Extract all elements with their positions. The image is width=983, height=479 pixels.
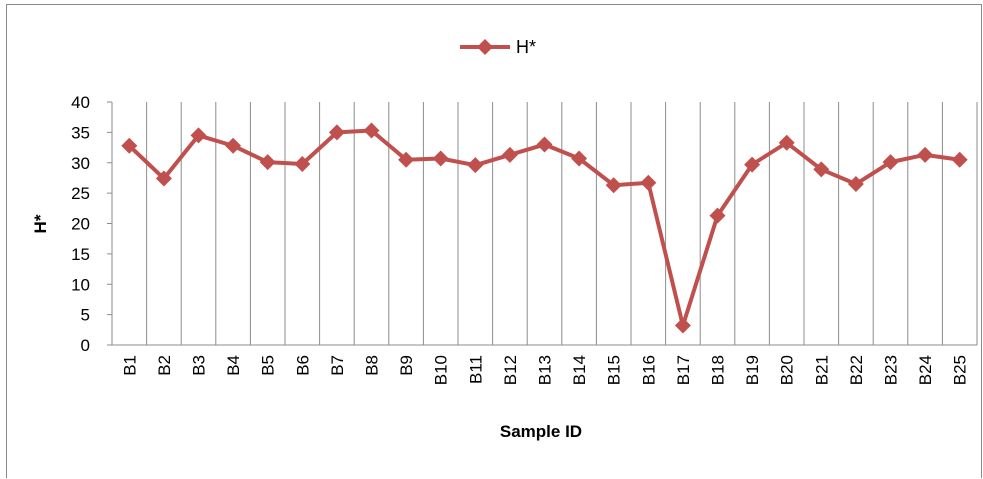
data-point-marker [363,122,380,139]
data-point-marker [951,151,968,168]
x-tick-label: B13 [536,355,555,385]
data-point-marker [917,146,934,163]
y-tick-label: 30 [71,154,90,173]
x-tick-label: B11 [466,355,485,384]
x-tick-label: B5 [259,355,278,376]
x-tick-label: B23 [882,355,901,385]
data-point-marker [744,156,761,173]
data-point-marker [640,174,657,191]
legend-marker-icon [477,39,493,55]
data-point-marker [536,136,553,153]
x-tick-label: B4 [224,355,243,376]
series-line [127,128,960,328]
x-tick-label: B6 [293,355,312,376]
y-tick-labels: 0 5 10 15 20 25 30 35 40 [71,93,112,355]
data-point-marker [778,134,795,151]
x-tick-labels: B1 B2 B3 B4 B5 B6 B7 B8 B9 B10 B11 B12 B13 B14 B15 B16 B… [120,355,969,385]
x-tick-label: B2 [155,355,174,376]
data-point-marker [294,155,311,172]
y-tick-label: 5 [81,306,90,325]
data-point-marker [398,151,415,168]
y-tick-label: 10 [71,275,90,294]
legend: H* [460,37,536,57]
data-point-marker [121,137,138,154]
data-point-marker [813,161,830,178]
data-point-marker [467,157,484,174]
data-point-marker [328,124,345,141]
y-tick-label: 15 [71,245,90,264]
y-tick-label: 0 [81,336,90,355]
data-point-marker [155,170,172,187]
data-point-marker [432,150,449,167]
x-tick-label: B9 [397,355,416,376]
x-tick-label: B1 [120,355,139,376]
data-point-marker [674,317,691,334]
y-tick-label: 20 [71,215,90,234]
data-point-marker [571,150,588,167]
data-point-marker [605,177,622,194]
data-point-marker [882,154,899,171]
data-point-marker [225,137,242,154]
data-point-marker [190,127,207,144]
y-tick-label: 40 [71,93,90,112]
y-axis-title: H* [31,214,50,233]
x-tick-label: B22 [847,355,866,385]
x-tick-label: B18 [709,355,728,385]
x-tick-label: B16 [639,355,658,385]
data-point-marker [501,146,518,163]
x-tick-label: B17 [674,355,693,385]
series-h-star [121,122,968,334]
grid-lines [146,102,978,345]
x-tick-label: B10 [432,355,451,385]
x-tick-label: B14 [570,355,589,385]
x-tick-label: B12 [501,355,520,385]
x-tick-label: B3 [190,355,209,376]
x-axis-title: Sample ID [500,422,582,441]
x-tick-label: B19 [743,355,762,385]
data-point-marker [259,154,276,171]
x-tick-label: B7 [328,355,347,376]
x-tick-label: B24 [916,355,935,385]
x-tick-label: B21 [812,355,831,385]
data-point-marker [709,207,726,224]
legend-label: H* [516,37,536,57]
chart-frame [6,4,982,478]
x-tick-label: B25 [951,355,970,385]
y-tick-label: 25 [71,184,90,203]
x-tick-label: B20 [778,355,797,385]
y-tick-label: 35 [71,123,90,142]
x-tick-label: B15 [605,355,624,385]
data-point-marker [847,176,864,193]
x-tick-label: B8 [363,355,382,376]
